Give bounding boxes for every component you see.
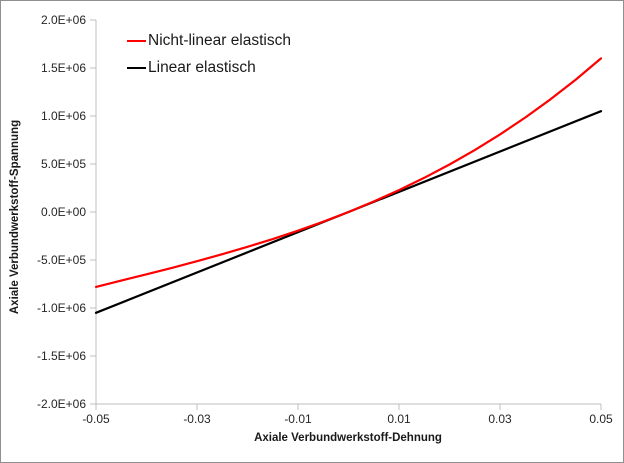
x-tick-label: 0.01 xyxy=(387,412,411,426)
legend-entry-linear: Linear elastisch xyxy=(127,54,291,81)
y-tick-label: 0.0E+00 xyxy=(41,205,86,219)
legend-line-swatch-black xyxy=(127,66,146,69)
x-tick-label: 0.05 xyxy=(589,412,613,426)
y-axis-title: Axiale Verbundwerkstoff-Spannung xyxy=(9,119,21,315)
y-tick-label: -2.0E+06 xyxy=(37,397,86,411)
x-tick-label: -0.05 xyxy=(82,412,110,426)
y-tick-label: 5.0E+05 xyxy=(41,157,86,171)
x-tick-label: -0.03 xyxy=(183,412,211,426)
y-tick-label: 1.5E+06 xyxy=(41,61,86,75)
legend-label-linear: Linear elastisch xyxy=(148,58,256,76)
legend-line-swatch-red xyxy=(127,39,146,42)
series-line-nicht-linear-elastisch xyxy=(94,57,603,288)
legend-entry-nonlinear: Nicht-linear elastisch xyxy=(127,27,291,54)
x-tick-label: -0.01 xyxy=(284,412,312,426)
y-tick-label: -1.5E+06 xyxy=(37,349,86,363)
y-tick-label: -5.0E+05 xyxy=(37,253,86,267)
y-tick-label: 1.0E+06 xyxy=(41,109,86,123)
y-tick-label: -1.0E+06 xyxy=(37,301,86,315)
legend: Nicht-linear elastisch Linear elastisch xyxy=(127,27,291,81)
x-axis-title: Axiale Verbundwerkstoff-Dehnung xyxy=(254,432,442,444)
legend-label-nonlinear: Nicht-linear elastisch xyxy=(148,31,291,49)
y-tick-label: 2.0E+06 xyxy=(41,13,86,27)
x-tick-label: 0.03 xyxy=(488,412,512,426)
